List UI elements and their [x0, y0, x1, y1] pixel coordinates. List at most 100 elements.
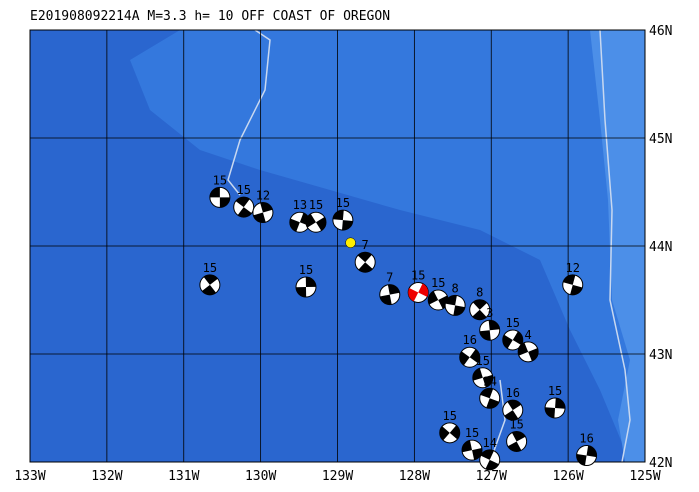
- beachball-quadrant: [502, 334, 513, 349]
- depth-label: 15: [213, 173, 227, 187]
- beachball-quadrant: [507, 441, 522, 452]
- beachball: [199, 274, 221, 296]
- beachball-quadrant: [358, 262, 373, 273]
- depth-label: 16: [462, 333, 476, 347]
- beachball-quadrant: [507, 400, 522, 411]
- beachball-quadrant: [576, 453, 587, 466]
- lon-tick-label: 131W: [168, 469, 199, 484]
- depth-label: 12: [256, 189, 270, 203]
- beachball-quadrant: [379, 294, 392, 305]
- beachball-quadrant: [570, 284, 583, 295]
- beachball-quadrant: [511, 431, 526, 442]
- beachball-quadrant: [563, 274, 576, 285]
- depth-label: 15: [411, 268, 425, 282]
- lat-tick-label: 42N: [649, 456, 672, 471]
- depth-label: 15: [203, 261, 217, 275]
- depth-label: 3: [486, 306, 493, 320]
- lon-tick-label: 128W: [399, 469, 430, 484]
- epicenter: [345, 237, 356, 249]
- beachball-quadrant: [480, 388, 494, 399]
- beachball: [479, 449, 501, 471]
- depth-label: 8: [476, 286, 483, 300]
- beachball: [379, 284, 401, 306]
- beachball-quadrant: [472, 448, 483, 460]
- depth-label: 15: [299, 263, 313, 277]
- beachball-quadrant: [469, 349, 480, 364]
- beachball-quadrant: [219, 197, 230, 208]
- beachball-quadrant: [486, 398, 500, 409]
- beachball-quadrant: [202, 284, 217, 295]
- depth-label: 15: [465, 426, 479, 440]
- beachball-quadrant: [408, 288, 419, 302]
- beachball-quadrant: [480, 449, 494, 460]
- beachball-quadrant: [462, 440, 473, 453]
- beachball: [252, 202, 274, 224]
- beachball: [354, 251, 376, 273]
- depth-label: 15: [443, 409, 457, 423]
- beachball-quadrant: [253, 212, 266, 223]
- beachball: [502, 329, 524, 351]
- lat-tick-label: 46N: [649, 24, 672, 39]
- beachball-quadrant: [528, 348, 539, 362]
- lon-tick-label: 130W: [245, 469, 276, 484]
- beachball: [576, 445, 598, 467]
- beachball-quadrant: [289, 218, 300, 232]
- map-title: E201908092214A M=3.3 h= 10 OFF COAST OF …: [30, 9, 390, 24]
- beachball: [459, 346, 481, 368]
- depth-label: 15: [509, 417, 523, 431]
- depth-label: 13: [293, 198, 307, 212]
- track: [227, 29, 506, 463]
- beachball-quadrant: [545, 407, 556, 418]
- depth-label: 4: [525, 328, 532, 342]
- depth-label: 15: [476, 354, 490, 368]
- beachball-quadrant: [453, 305, 465, 316]
- depth-label: 15: [236, 183, 250, 197]
- beachball: [233, 196, 255, 218]
- beachball: [506, 430, 528, 452]
- beachball: [562, 274, 584, 296]
- lon-tick-label: 126W: [552, 469, 583, 484]
- beachball-quadrant: [485, 459, 499, 470]
- beachball-quadrant: [237, 207, 252, 218]
- beachball-quadrant: [387, 284, 400, 295]
- depth-label: 7: [362, 238, 369, 252]
- lat-tick-label: 45N: [649, 132, 672, 147]
- beachball-quadrant: [209, 187, 220, 198]
- depth-label: 15: [309, 198, 323, 212]
- beachball-quadrant: [555, 398, 566, 409]
- beachball-quadrant: [418, 283, 429, 297]
- depth-label: 7: [386, 271, 393, 285]
- depth-label: 16: [506, 386, 520, 400]
- beachball-quadrant: [488, 320, 500, 331]
- depth-label: 12: [566, 261, 580, 275]
- beachball-quadrant: [459, 351, 470, 366]
- lat-tick-label: 43N: [649, 348, 672, 363]
- beachball-quadrant: [305, 277, 316, 288]
- beachball-quadrant: [295, 287, 307, 298]
- beachball: [472, 367, 494, 389]
- beachball: [479, 387, 501, 409]
- beachball: [444, 294, 466, 316]
- depth-label: 8: [452, 281, 459, 295]
- lon-tick-label: 132W: [91, 469, 122, 484]
- beachball-quadrant: [305, 213, 316, 228]
- beachball-quadrant: [332, 210, 344, 221]
- beachball: [517, 341, 539, 363]
- depth-label: 15: [336, 196, 350, 210]
- lon-tick-label: 129W: [322, 469, 353, 484]
- lon-tick-label: 125W: [629, 469, 660, 484]
- beachball: [479, 319, 501, 341]
- beachball-quadrant: [235, 197, 250, 208]
- depth-label: 15: [548, 384, 562, 398]
- beachball: [544, 397, 566, 419]
- beachball: [407, 281, 429, 303]
- beachball-quadrant: [439, 426, 450, 441]
- beachball-quadrant: [504, 410, 519, 421]
- beachball-quadrant: [449, 425, 460, 440]
- beachball-quadrant: [445, 295, 457, 306]
- beachball: [439, 422, 461, 444]
- beachball-quadrant: [518, 342, 529, 356]
- beachball-quadrant: [315, 216, 326, 231]
- beachball: [469, 299, 491, 321]
